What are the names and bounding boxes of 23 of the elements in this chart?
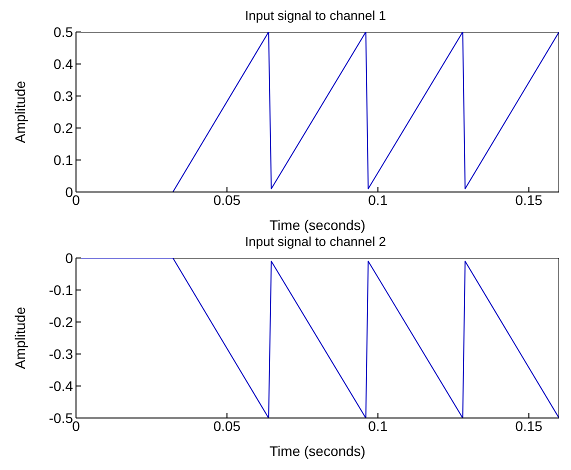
y-tick-label: -0.2 (48, 314, 74, 330)
y-tick-label: 0.3 (54, 88, 74, 104)
x-axis-title: Time (seconds) (270, 443, 366, 459)
y-tick-label: -0.5 (48, 410, 74, 426)
y-tick-label: 0.5 (54, 24, 74, 40)
y-tick-label: -0.3 (48, 346, 74, 362)
y-tick-label: 0.1 (54, 152, 74, 168)
chart-title: Input signal to channel 2 (244, 234, 387, 250)
x-tick-label: 0.1 (368, 192, 388, 208)
x-tick-label: 0.15 (515, 192, 543, 208)
x-tick-label: 0.15 (515, 418, 543, 434)
chart-title: Input signal to channel 1 (244, 8, 387, 24)
y-tick-label: 0 (65, 250, 74, 266)
y-axis-title: Amplitude (12, 80, 28, 144)
y-tick-label: 0.2 (54, 120, 74, 136)
y-tick-label: -0.1 (48, 282, 74, 298)
x-tick-label: 0.05 (213, 192, 241, 208)
x-axis-title: Time (seconds) (270, 217, 366, 233)
x-tick-label: 0.1 (368, 418, 388, 434)
y-tick-label: 0.4 (54, 56, 74, 72)
y-axis-title: Amplitude (12, 306, 28, 370)
x-tick-label: 0.05 (213, 418, 241, 434)
y-tick-label: -0.4 (48, 378, 74, 394)
